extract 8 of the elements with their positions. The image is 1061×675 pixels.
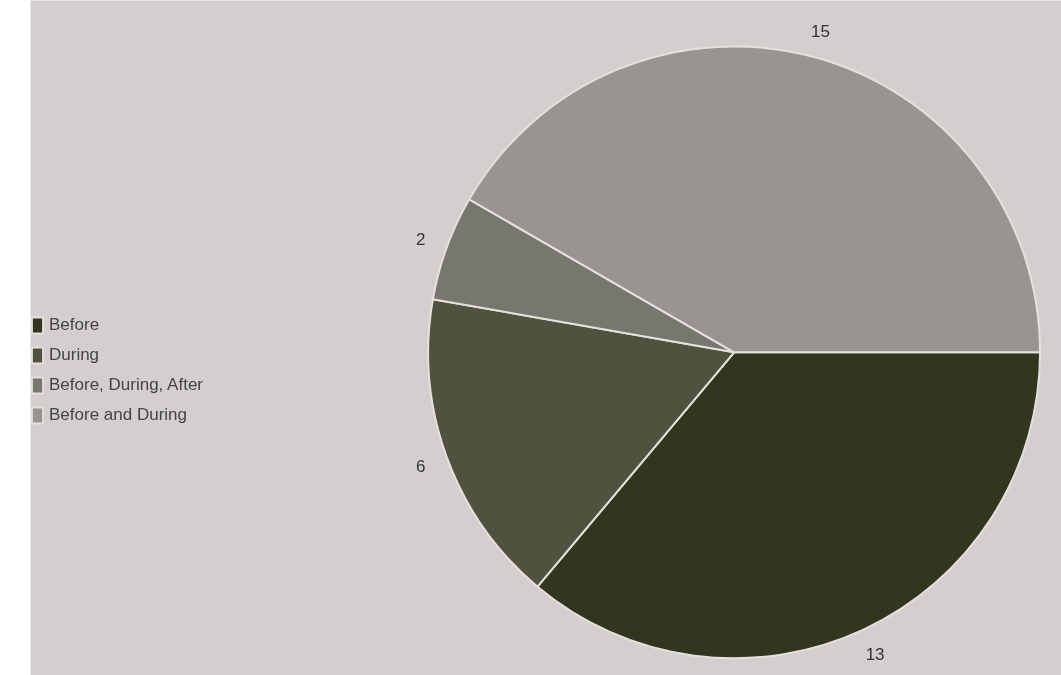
- legend-label: During: [49, 345, 100, 365]
- data-label: 13: [865, 644, 885, 664]
- data-label: 15: [811, 22, 830, 42]
- legend-label: Before and During: [49, 405, 187, 425]
- legend-label: Before: [49, 315, 100, 335]
- legend-label: Before, During, After: [49, 375, 204, 395]
- data-label: 6: [416, 456, 426, 476]
- data-label: 2: [416, 229, 426, 249]
